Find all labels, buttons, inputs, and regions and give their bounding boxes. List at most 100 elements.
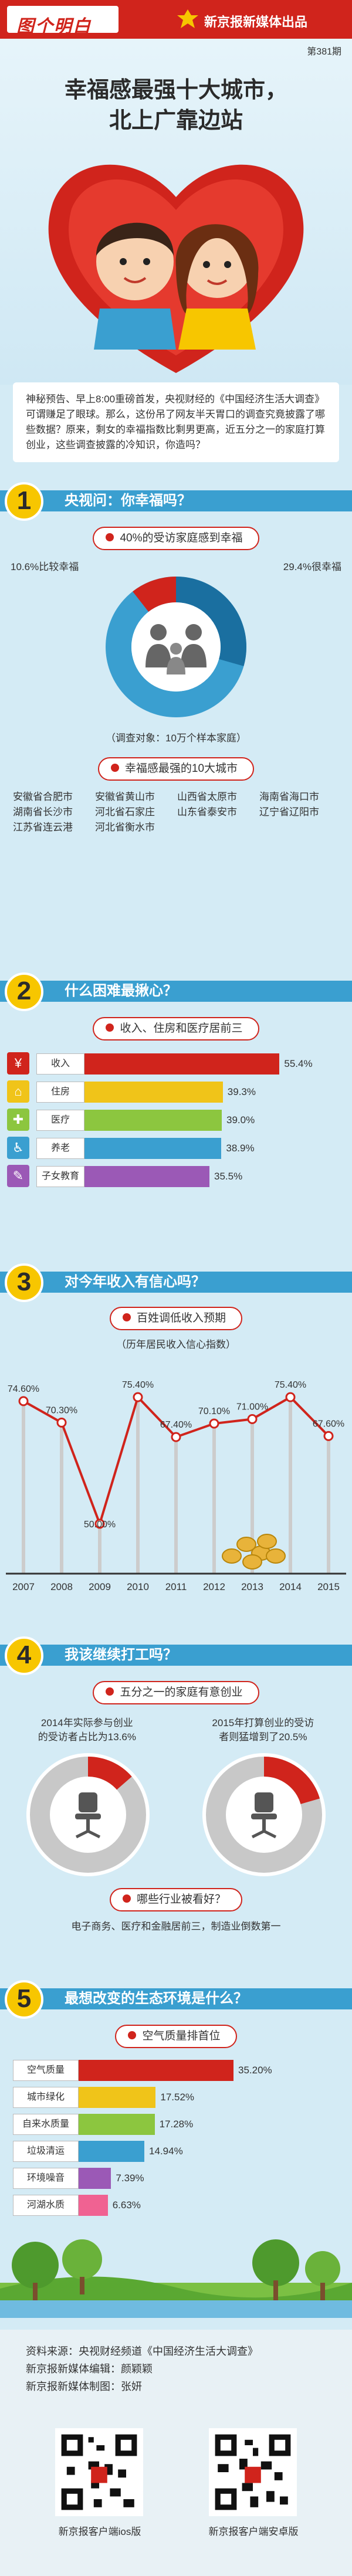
logo: 图个明白: [7, 6, 119, 36]
x-tick-label: 2007: [12, 1581, 35, 1592]
bar-label: 自来水质量: [13, 2114, 79, 2135]
bar-label: 城市绿化: [13, 2087, 79, 2108]
s1-pill-text: 40%的受访家庭感到幸福: [120, 532, 243, 544]
bar-value-label: 6.63%: [112, 2199, 141, 2211]
x-tick-label: 2015: [317, 1581, 340, 1592]
section-3-header: 3 对今年收入有信心吗？: [0, 1261, 352, 1302]
elderly-icon: ♿: [7, 1137, 29, 1159]
startup-2015-line2: 者则猛增到了20.5%: [219, 1731, 307, 1743]
publisher-name: 新京报新媒体出品: [204, 15, 308, 29]
donut-segment: [206, 1757, 322, 1873]
startup-2014-line1: 2014年实际参与创业: [40, 1717, 133, 1728]
intro-paragraph: 神秘预告、早上8:00重磅首发，央视财经的《中国经济生活大调查》可谓赚足了眼球。…: [13, 382, 339, 462]
bar-value-label: 14.94%: [149, 2145, 183, 2157]
section-environment: 5 最想改变的生态环境是什么？ 空气质量排首位 空气质量 35.20% 城市绿化 17…: [0, 1978, 352, 2330]
s2-pill: 收入、住房和医疗居前三: [93, 1017, 259, 1040]
bar-label: 垃圾清运: [13, 2141, 79, 2162]
donut-svg: [106, 577, 246, 717]
coin-icon: [236, 1537, 256, 1552]
bar-value-label: 38.9%: [226, 1143, 255, 1154]
s4-pill-text: 五分之一的家庭有意创业: [120, 1686, 243, 1699]
x-tick-label: 2008: [50, 1581, 73, 1592]
data-label: 75.40%: [122, 1380, 154, 1390]
bar: [79, 2060, 233, 2081]
section-4-title: 我该继续打工吗？: [65, 1647, 177, 1663]
row-air: 空气质量 35.20%: [7, 2056, 352, 2083]
startup-2015-line1: 2015年打算创业的受访: [212, 1717, 314, 1728]
city-item: 江苏省连云港: [13, 822, 73, 833]
section-4-number: 4: [5, 1636, 43, 1675]
s1-pill: 40%的受访家庭感到幸福: [93, 527, 259, 550]
s5-pill: 空气质量排首位: [115, 2025, 237, 2048]
section-4-header: 4 我该继续打工吗？: [0, 1634, 352, 1675]
drop-line: [289, 1397, 292, 1574]
drop-line: [60, 1422, 63, 1574]
header-bar: 图个明白 新京报新媒体出品: [0, 0, 352, 39]
x-tick-label: 2012: [203, 1581, 225, 1592]
bar: [84, 1166, 209, 1187]
data-point: [209, 1418, 219, 1429]
city-list: 安徽省合肥市 安徽省黄山市 山西省太原市 海南省海口市 湖南省长沙市 河北省石家…: [13, 790, 339, 835]
data-point: [56, 1417, 67, 1428]
data-label: 67.40%: [160, 1420, 192, 1430]
city-item: 山西省太原市: [177, 791, 237, 802]
page-title: 幸福感最强十大城市， 北上广靠边站: [0, 75, 352, 136]
section-2-header: 2 什么困难最揪心？: [0, 970, 352, 1011]
data-point: [323, 1431, 334, 1441]
s4-pill2-wrap: 哪些行业被看好？: [0, 1888, 352, 1911]
section-5-bar: [0, 1988, 352, 2009]
drop-line: [98, 1524, 101, 1574]
row-income: ¥ 收入 55.4%: [7, 1050, 352, 1078]
s2-pill-wrap: 收入、住房和医疗居前三: [0, 1017, 352, 1040]
medical-icon: ✚: [7, 1109, 29, 1131]
startup-2014-line2: 的受访者占比为13.6%: [38, 1731, 136, 1743]
data-label: 70.30%: [46, 1405, 77, 1415]
donut-segment: [30, 1757, 146, 1873]
s3-pill-text: 百姓调低收入预期: [136, 1312, 226, 1324]
section-1-bar: [0, 490, 352, 511]
right-label: 29.4%很幸福: [283, 561, 341, 572]
section-2-number: 2: [5, 972, 43, 1011]
pill-dot-icon: [122, 1894, 131, 1903]
bar: [79, 2141, 145, 2162]
bar-label: 养老: [36, 1138, 84, 1159]
qr-code-android[interactable]: [209, 2428, 297, 2516]
section-3-title: 对今年收入有信心吗？: [65, 1274, 205, 1290]
data-label: 74.60%: [8, 1384, 39, 1394]
pill-dot-icon: [122, 1313, 131, 1321]
footer: 资料来源：央视财经频道《中国经济生活大调查》 新京报新媒体编辑：颜颖颖 新京报新…: [0, 2330, 352, 2576]
pill-dot-icon: [110, 763, 119, 772]
coin-icon: [242, 1554, 262, 1570]
bar: [84, 1110, 222, 1131]
bar-value-label: 55.4%: [284, 1058, 313, 1069]
s4-pill2: 哪些行业被看好？: [109, 1888, 242, 1911]
section-1-header: 1 央视问：你幸福吗？: [0, 480, 352, 521]
s4-pill2-text: 哪些行业被看好？: [136, 1893, 226, 1906]
drop-line: [327, 1436, 330, 1574]
section-5-header: 5 最想改变的生态环境是什么？: [0, 1978, 352, 2019]
data-label: 70.10%: [198, 1406, 230, 1416]
left-label: 10.6%比较幸福: [11, 561, 79, 572]
x-tick-label: 2010: [127, 1581, 149, 1592]
bar-label: 收入: [36, 1053, 84, 1075]
section-2-title: 什么困难最揪心？: [65, 983, 177, 999]
section-difficulties: 2 什么困难最揪心？ 收入、住房和医疗居前三 ¥ 收入 55.4% ⌂ 住房 39.3% ✚…: [0, 970, 352, 1246]
data-point: [285, 1392, 296, 1402]
x-tick-label: 2014: [279, 1581, 302, 1592]
landscape-illustration: [0, 2239, 352, 2318]
bar-label: 子女教育: [36, 1166, 84, 1187]
family-icon: [145, 624, 207, 674]
section-5-number: 5: [5, 1980, 43, 2019]
s4-pill-wrap: 五分之一的家庭有意创业: [0, 1681, 352, 1704]
section-3-number: 3: [5, 1263, 43, 1302]
data-point: [18, 1396, 29, 1406]
x-tick-label: 2011: [165, 1581, 187, 1592]
row-river: 河湖水质 6.63%: [7, 2191, 352, 2218]
s1-pill2-wrap: 幸福感最强的10大城市: [0, 757, 352, 781]
title-line-1: 幸福感最强十大城市，: [64, 78, 287, 103]
office-chair-icon: [251, 1792, 277, 1839]
yuan-icon: ¥: [7, 1052, 29, 1075]
city-item: 辽宁省辽阳市: [259, 806, 319, 818]
startup-2014-text: 2014年实际参与创业 的受访者占比为13.6%: [38, 1716, 136, 1744]
qr-code-ios[interactable]: [55, 2428, 143, 2516]
